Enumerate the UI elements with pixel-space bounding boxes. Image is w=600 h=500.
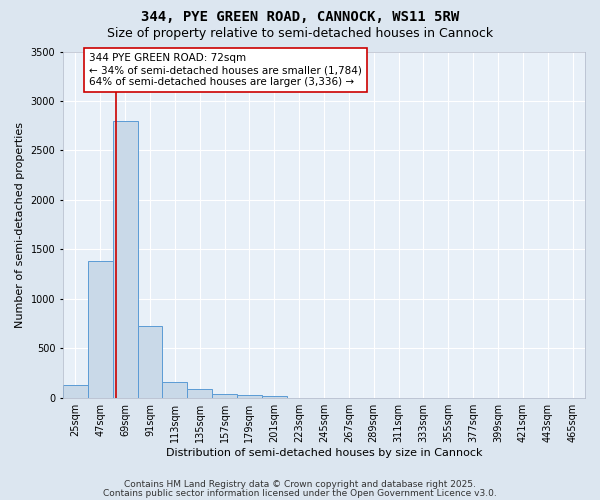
Bar bbox=[63, 385, 88, 398]
Text: Size of property relative to semi-detached houses in Cannock: Size of property relative to semi-detach… bbox=[107, 28, 493, 40]
Bar bbox=[212, 394, 237, 398]
Bar bbox=[88, 261, 113, 398]
Bar bbox=[237, 395, 262, 398]
Bar bbox=[137, 326, 163, 398]
Bar bbox=[113, 120, 137, 398]
Text: Contains HM Land Registry data © Crown copyright and database right 2025.: Contains HM Land Registry data © Crown c… bbox=[124, 480, 476, 489]
Bar bbox=[262, 396, 287, 398]
Text: Contains public sector information licensed under the Open Government Licence v3: Contains public sector information licen… bbox=[103, 488, 497, 498]
Bar bbox=[187, 389, 212, 398]
Text: 344 PYE GREEN ROAD: 72sqm
← 34% of semi-detached houses are smaller (1,784)
64% : 344 PYE GREEN ROAD: 72sqm ← 34% of semi-… bbox=[89, 54, 362, 86]
Y-axis label: Number of semi-detached properties: Number of semi-detached properties bbox=[15, 122, 25, 328]
Text: 344, PYE GREEN ROAD, CANNOCK, WS11 5RW: 344, PYE GREEN ROAD, CANNOCK, WS11 5RW bbox=[141, 10, 459, 24]
Bar bbox=[163, 382, 187, 398]
X-axis label: Distribution of semi-detached houses by size in Cannock: Distribution of semi-detached houses by … bbox=[166, 448, 482, 458]
